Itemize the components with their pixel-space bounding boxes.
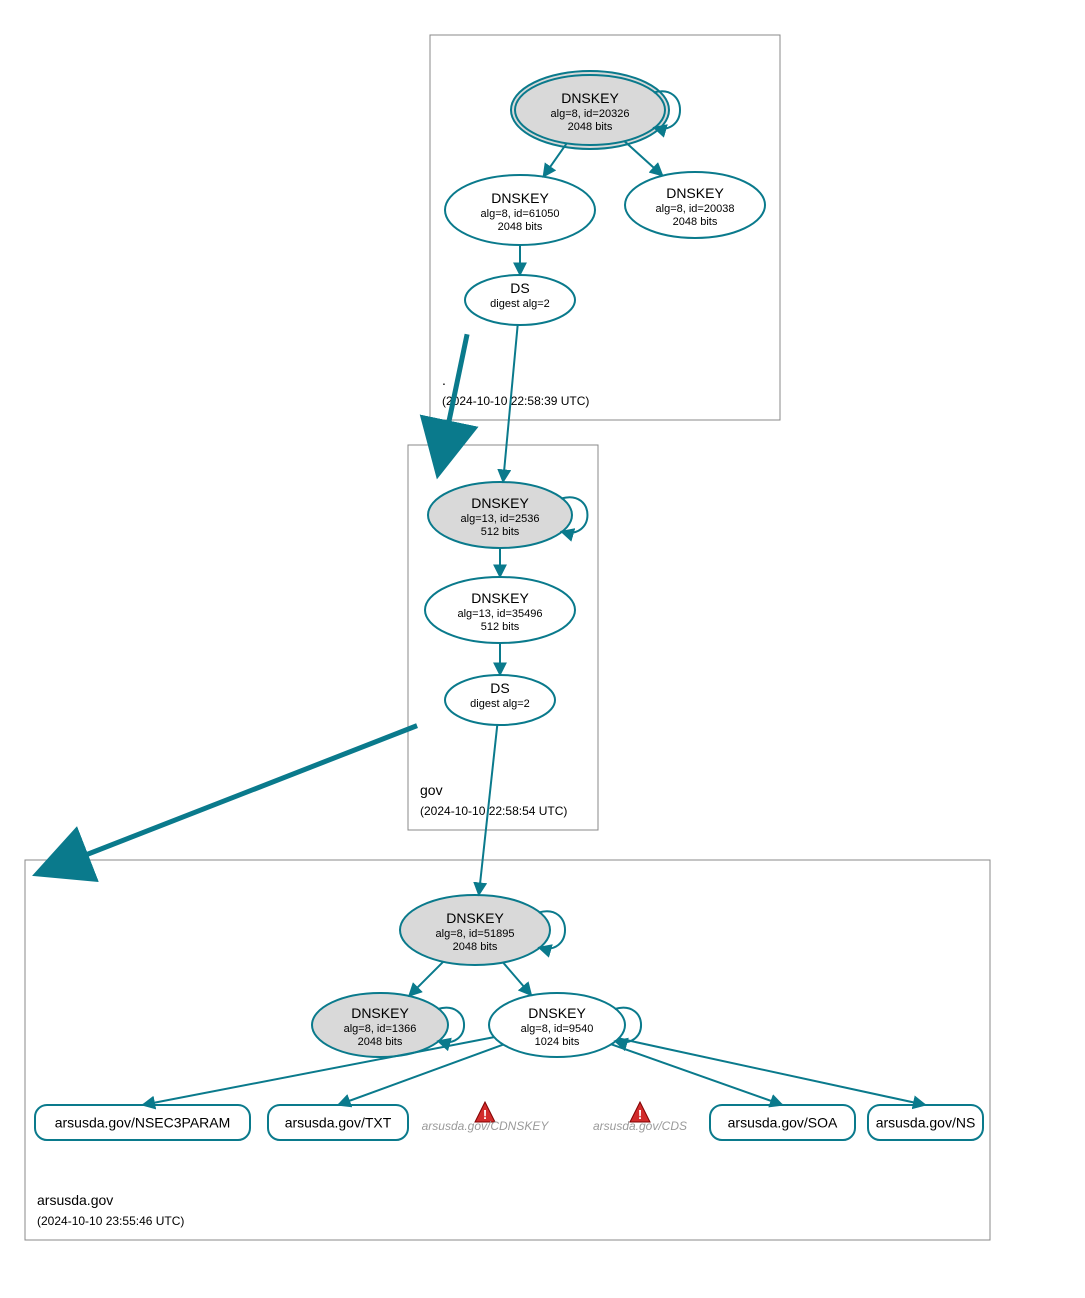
node-sub2: 512 bits: [481, 526, 520, 538]
node-sub2: 2048 bits: [568, 121, 613, 133]
edge: [543, 143, 566, 176]
node-title: DNSKEY: [471, 495, 529, 511]
node-root_zsk2: DNSKEY alg=8, id=200382048 bits: [625, 172, 765, 238]
leaf-label: arsusda.gov/NS: [876, 1115, 976, 1131]
leaf-edge: [619, 1038, 926, 1105]
leaf-label: arsusda.gov/SOA: [728, 1115, 838, 1131]
node-title: DS: [490, 680, 509, 696]
zone-label: gov: [420, 782, 443, 798]
node-ars_zsk: DNSKEY alg=8, id=95401024 bits: [489, 993, 625, 1057]
node-sub2: 2048 bits: [358, 1036, 403, 1048]
edge: [503, 962, 531, 995]
warning-label: arsusda.gov/CDNSKEY: [422, 1119, 550, 1133]
node-ars_ksk: DNSKEY alg=8, id=518952048 bits: [400, 895, 550, 965]
leaf-label: arsusda.gov/TXT: [285, 1115, 392, 1131]
node-title: DNSKEY: [446, 910, 504, 926]
node-sub1: alg=8, id=20038: [656, 203, 735, 215]
node-gov_ksk: DNSKEY alg=13, id=2536512 bits: [428, 482, 572, 548]
zone-timestamp: (2024-10-10 22:58:54 UTC): [420, 804, 567, 818]
edge: [624, 141, 662, 176]
node-sub1: alg=8, id=1366: [344, 1023, 417, 1035]
node-sub1: alg=8, id=9540: [521, 1023, 594, 1035]
node-title: DNSKEY: [528, 1005, 586, 1021]
leaf-edge: [143, 1037, 495, 1105]
node-title: DNSKEY: [351, 1005, 409, 1021]
node-sub1: alg=13, id=35496: [457, 608, 542, 620]
node-title: DNSKEY: [666, 185, 724, 201]
node-title: DS: [510, 280, 529, 296]
zone-label: .: [442, 372, 446, 388]
node-sub1: alg=13, id=2536: [461, 513, 540, 525]
dnssec-diagram: . (2024-10-10 22:58:39 UTC) gov (2024-10-10…: [10, 10, 1085, 1288]
node-root_zsk1: DNSKEY alg=8, id=610502048 bits: [445, 175, 595, 245]
node-sub2: 2048 bits: [673, 216, 718, 228]
node-sub2: 1024 bits: [535, 1036, 580, 1048]
node-sub1: digest alg=2: [490, 298, 550, 310]
node-sub2: 2048 bits: [453, 941, 498, 953]
zone-label: arsusda.gov: [37, 1192, 113, 1208]
node-gov_zsk: DNSKEY alg=13, id=35496512 bits: [425, 577, 575, 643]
node-root_ksk: DNSKEY alg=8, id=203262048 bits: [511, 71, 669, 149]
node-sub1: digest alg=2: [470, 698, 530, 710]
node-sub2: 2048 bits: [498, 221, 543, 233]
zone-transition-arrow: [443, 334, 467, 450]
zone-timestamp: (2024-10-10 23:55:46 UTC): [37, 1214, 184, 1228]
node-gov_ds: DS digest alg=2: [445, 675, 555, 725]
node-ars_k2: DNSKEY alg=8, id=13662048 bits: [312, 993, 448, 1057]
leaf-label: arsusda.gov/NSEC3PARAM: [55, 1115, 231, 1131]
node-title: DNSKEY: [561, 90, 619, 106]
node-sub1: alg=8, id=51895: [436, 928, 515, 940]
node-root_ds: DS digest alg=2: [465, 275, 575, 325]
node-title: DNSKEY: [471, 590, 529, 606]
node-title: DNSKEY: [491, 190, 549, 206]
edge: [409, 962, 443, 996]
node-sub1: alg=8, id=20326: [551, 108, 630, 120]
node-sub2: 512 bits: [481, 621, 520, 633]
zone-timestamp: (2024-10-10 22:58:39 UTC): [442, 394, 589, 408]
node-sub1: alg=8, id=61050: [481, 208, 560, 220]
warning-label: arsusda.gov/CDS: [593, 1119, 687, 1133]
leaf-edge: [611, 1044, 782, 1105]
zone-transition-arrow: [60, 726, 417, 865]
